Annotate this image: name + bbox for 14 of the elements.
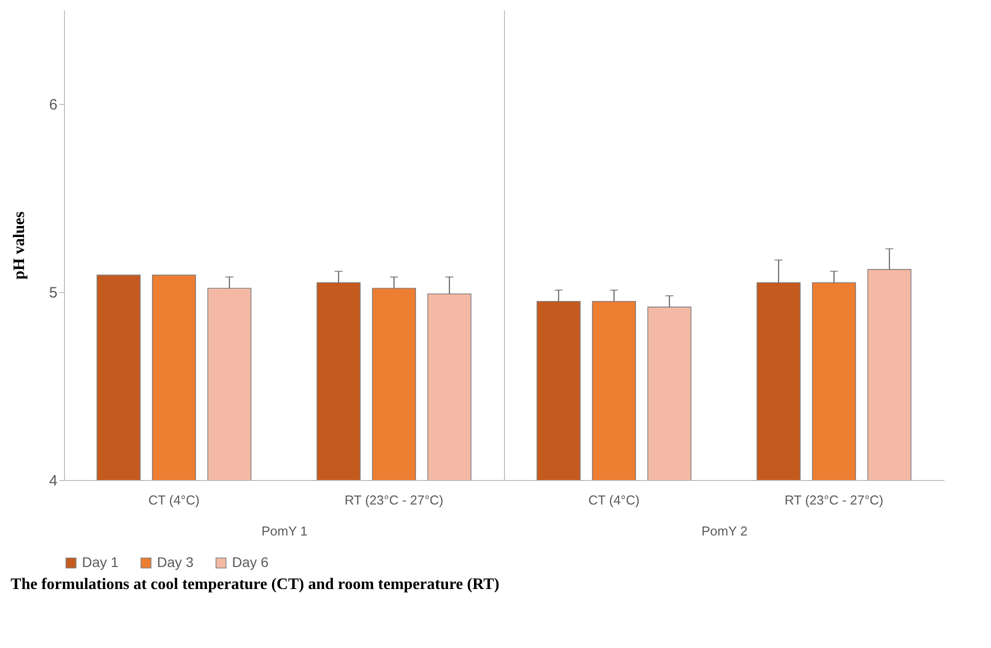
x-tick-label: RT (23°C - 27°C) [344,492,444,508]
x-tick-label: CT (4°C) [588,492,640,508]
legend-label: Day 6 [232,554,269,570]
x-axis-title: The formulations at cool temperature (CT) and room temperature (RT) [10,576,500,593]
legend-label: Day 1 [82,554,119,570]
x-tick-label: RT (23°C - 27°C) [784,492,884,508]
x-tick-label: CT (4°C) [148,492,200,508]
text: PomY 2 [701,524,748,538]
y-axis-title: pH values [11,211,28,280]
y-tick-label: 6 [49,96,58,114]
legend-label: Day 3 [157,554,194,570]
y-tick-label: 5 [49,284,58,302]
text: PomY 1 [261,524,308,538]
y-tick-label: 4 [49,472,58,490]
